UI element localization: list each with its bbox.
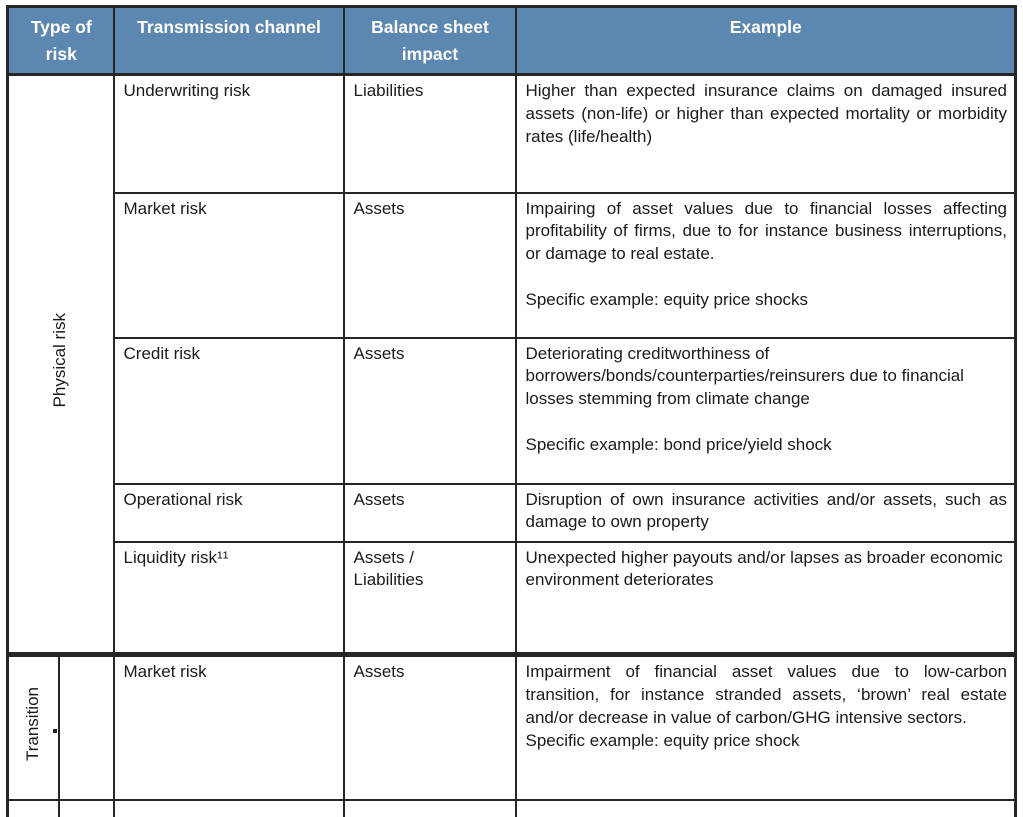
table-row-underwriting: Physical risk Underwriting risk Liabilit…	[6, 73, 1017, 654]
clipped-cell	[6, 798, 60, 817]
cell-impact: Assets	[342, 336, 517, 485]
cell-channel: Underwriting risk	[112, 73, 345, 194]
header-balance-sheet-impact: Balance sheet impact	[342, 5, 517, 76]
clipped-cell	[57, 798, 115, 817]
cell-channel: Market risk	[112, 191, 345, 339]
cell-channel: Operational risk	[112, 482, 345, 543]
header-transmission-channel: Transmission channel	[112, 5, 345, 76]
cell-impact: Assets	[342, 191, 517, 339]
cell-channel: Liquidity risk¹¹	[112, 540, 345, 654]
header-type-of-risk: Type of risk	[6, 5, 115, 76]
clipped-text-artifact	[52, 729, 57, 733]
physical-risk-label: Physical risk	[50, 313, 70, 408]
cell-channel: Credit risk	[112, 336, 345, 485]
cell-example: Impairing of asset values due to financi…	[514, 191, 1017, 339]
table-row-transition-market: Transition Market risk Assets Impairment…	[6, 654, 1017, 801]
section-label-physical-risk: Physical risk	[6, 73, 115, 654]
cell-impact: Liabilities	[342, 73, 517, 194]
transition-label: Transition	[22, 687, 42, 762]
clipped-cell	[514, 798, 1017, 817]
climate-risk-table: Type of risk Transmission channel Balanc…	[6, 5, 1017, 817]
header-example: Example	[514, 5, 1017, 76]
table-row-liquidity: Liquidity risk¹¹ Assets / Liabilities Un…	[8, 540, 1017, 654]
cell-example: Disruption of own insurance activities a…	[514, 482, 1017, 543]
cell-example: Impairment of financial asset values due…	[514, 654, 1017, 801]
cell-impact: Assets	[342, 482, 517, 543]
cell-example: Higher than expected insurance claims on…	[514, 73, 1017, 194]
table-row-credit: Credit risk Assets Deteriorating creditw…	[8, 336, 1017, 485]
table-row-market: Market risk Assets Impairing of asset va…	[8, 191, 1017, 339]
cell-example: Unexpected higher payouts and/or lapses …	[514, 540, 1017, 654]
clipped-cell	[342, 798, 517, 817]
table-row-operational: Operational risk Assets Disruption of ow…	[8, 482, 1017, 543]
clipped-cell	[112, 798, 345, 817]
section-divider-bar	[7, 651, 1016, 657]
cell-example: Deteriorating creditworthiness of borrow…	[514, 336, 1017, 485]
section-label-transition: Transition	[6, 654, 60, 801]
cell-channel: Market risk	[112, 654, 345, 801]
table-row-clipped	[6, 798, 1017, 817]
section-divider	[7, 651, 1016, 657]
cell-impact: Assets / Liabilities	[342, 540, 517, 654]
cell-impact: Assets	[342, 654, 517, 801]
transition-subcolumn-empty	[57, 654, 115, 801]
header-row: Type of risk Transmission channel Balanc…	[6, 5, 1017, 76]
